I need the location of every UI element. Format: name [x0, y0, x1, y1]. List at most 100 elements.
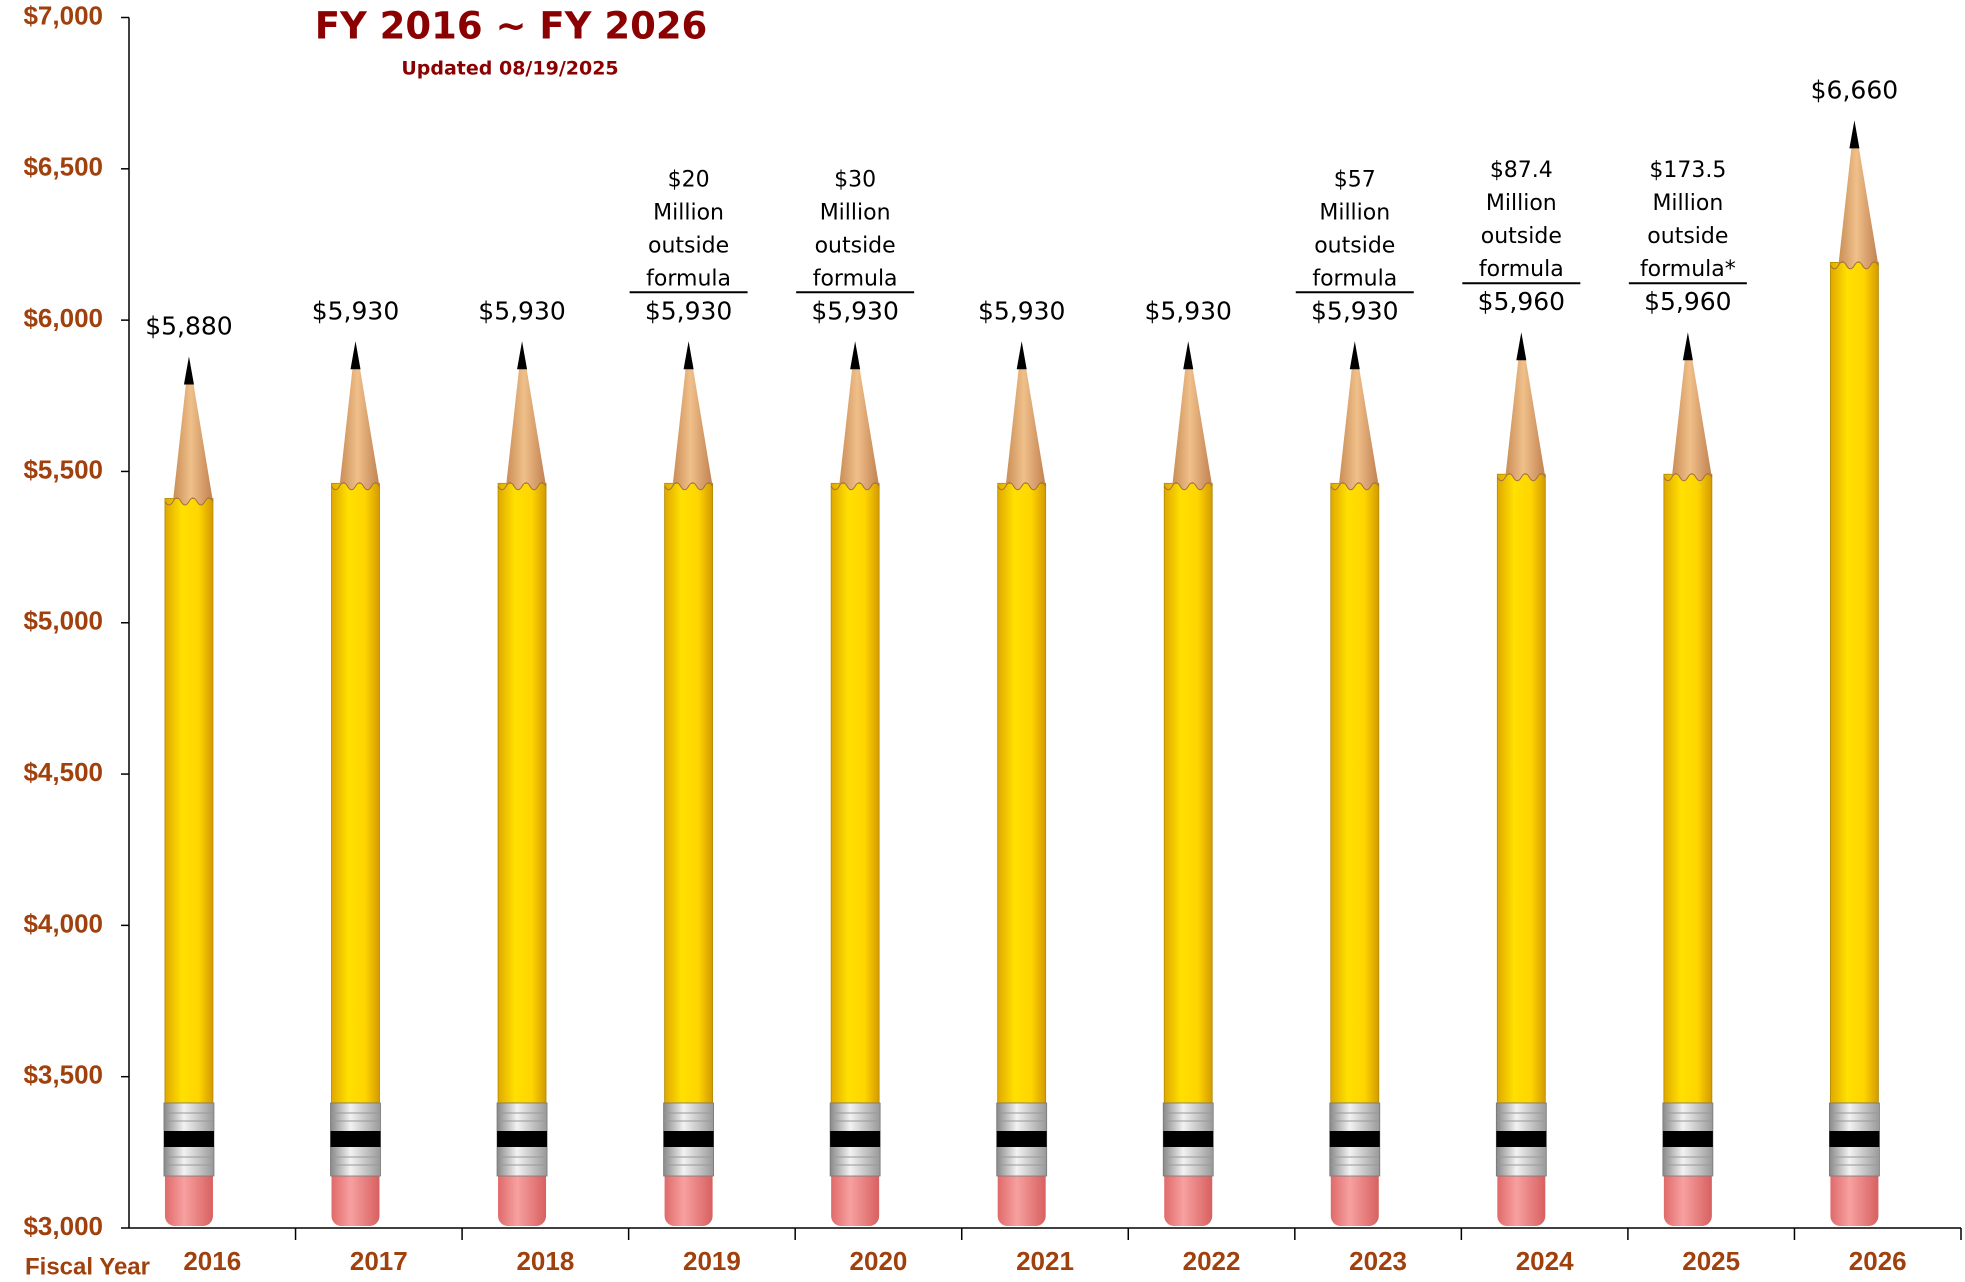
pencil-band	[663, 1131, 714, 1147]
y-tick-label: $3,000	[23, 1211, 103, 1241]
annotation: outside	[1481, 224, 1562, 249]
annotation: $173.5	[1649, 158, 1726, 183]
annotation: $57	[1334, 167, 1376, 192]
pencil-lead	[1349, 341, 1360, 370]
pencil	[496, 341, 548, 1226]
pencil-wood-edge	[1330, 482, 1380, 491]
value-label: $5,880	[145, 311, 232, 340]
pencil-band	[330, 1131, 381, 1147]
value-label: $5,930	[978, 296, 1065, 325]
pencil-body	[1163, 482, 1213, 1104]
x-tick-label: 2025	[1682, 1246, 1740, 1276]
pencil-wood-edge	[1829, 261, 1879, 270]
annotation: formula	[1479, 257, 1564, 282]
pencil-wood	[1005, 341, 1046, 490]
pencil-wood	[1838, 120, 1879, 269]
pencil-wood	[172, 356, 213, 505]
annotation: formula	[1312, 266, 1397, 291]
pencil-wood	[839, 341, 880, 490]
pencil-wood-edge	[997, 482, 1047, 491]
pencil-wood	[672, 341, 713, 490]
value-label: $5,930	[478, 296, 565, 325]
pencil-band	[830, 1131, 881, 1147]
annotation: formula*	[1640, 257, 1736, 282]
pencil-eraser	[331, 1166, 380, 1226]
pencil-body	[1830, 261, 1879, 1104]
pencil-band	[1496, 1131, 1547, 1147]
pencil-band	[497, 1131, 548, 1147]
x-tick-label: 2017	[350, 1246, 408, 1276]
pencil-body	[497, 482, 547, 1104]
pencil	[663, 341, 714, 1226]
pencil-eraser	[664, 1166, 713, 1226]
pencil-wood	[1338, 341, 1379, 490]
pencil	[996, 341, 1048, 1226]
pencil-band	[1163, 1131, 1214, 1147]
pencil-wood	[506, 341, 547, 490]
x-axis-label: Fiscal Year	[25, 1253, 150, 1280]
annotation: $30	[834, 167, 876, 192]
y-tick-label: $7,000	[23, 0, 103, 30]
x-tick-label: 2018	[516, 1246, 574, 1276]
pencil-lead	[850, 341, 861, 370]
pencil-body	[164, 498, 214, 1104]
pencil-band	[1662, 1131, 1713, 1147]
y-tick-label: $4,500	[23, 757, 103, 787]
pencil-wood-edge	[664, 482, 714, 491]
pencil-wood	[1505, 332, 1546, 481]
value-label: $5,930	[811, 296, 898, 325]
annotation: Million	[820, 200, 891, 225]
pencil	[1662, 332, 1714, 1226]
value-label: $6,660	[1811, 75, 1898, 104]
pencil-eraser	[498, 1166, 547, 1226]
y-tick-label: $4,000	[23, 908, 103, 938]
pencil	[829, 341, 881, 1226]
pencil-lead	[1682, 332, 1693, 361]
pencil-eraser	[1330, 1166, 1379, 1226]
pencil-band	[1829, 1131, 1880, 1147]
pencil-eraser	[831, 1166, 880, 1226]
pencil-body	[331, 482, 380, 1104]
x-tick-label: 2024	[1516, 1246, 1574, 1276]
y-tick-label: $5,000	[23, 606, 103, 636]
pencil-body	[997, 482, 1047, 1104]
pencil-lead	[1183, 341, 1194, 370]
pencil-body	[1663, 473, 1713, 1104]
pencil-lead	[350, 341, 361, 370]
x-tick-label: 2019	[683, 1246, 741, 1276]
pencil-lead	[683, 341, 694, 370]
value-label: $5,960	[1478, 287, 1565, 316]
pencil-wood	[339, 341, 380, 490]
pencil-body	[664, 482, 713, 1104]
pencil-wood-edge	[331, 482, 380, 491]
pencil-lead	[517, 341, 528, 370]
x-tick-label: 2022	[1183, 1246, 1241, 1276]
annotation: outside	[815, 233, 896, 258]
pencil-lead	[1516, 332, 1527, 361]
pencil-eraser	[1663, 1166, 1712, 1226]
annotation: formula	[813, 266, 898, 291]
chart-subtitle: Updated 08/19/2025	[401, 58, 618, 80]
annotation: Million	[1319, 200, 1390, 225]
pencil-wood	[1671, 332, 1712, 481]
annotation: outside	[648, 233, 729, 258]
pencil-body	[1330, 482, 1380, 1104]
pencil	[1829, 120, 1880, 1226]
chart-title: FY 2016 ~ FY 2026	[315, 5, 708, 48]
pencil-wood-edge	[830, 482, 880, 491]
x-tick-label: 2026	[1849, 1246, 1907, 1276]
pencil-band	[163, 1131, 214, 1147]
pencil-wood-edge	[1496, 473, 1546, 482]
pencil-band	[1329, 1131, 1380, 1147]
annotation: $87.4	[1490, 158, 1553, 183]
y-tick-label: $3,500	[23, 1060, 103, 1090]
annotation: outside	[1314, 233, 1395, 258]
annotation: Million	[1486, 191, 1557, 216]
pencil	[1495, 332, 1547, 1226]
pencil	[330, 341, 381, 1226]
annotation: $20	[668, 167, 710, 192]
x-tick-label: 2016	[183, 1246, 241, 1276]
annotation: outside	[1647, 224, 1728, 249]
value-label: $5,930	[1311, 296, 1398, 325]
